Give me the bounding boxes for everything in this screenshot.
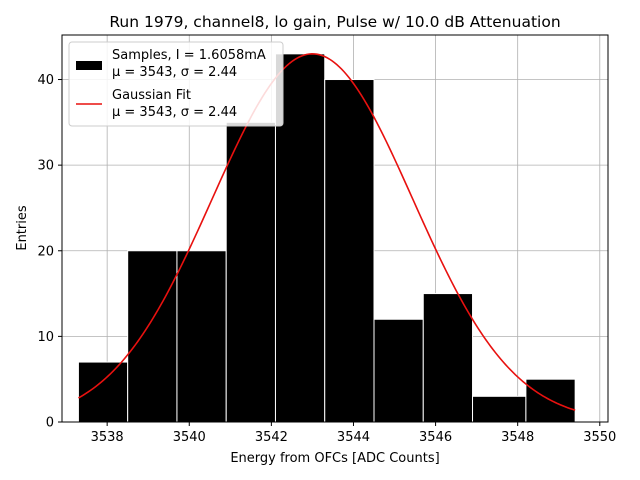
legend: Samples, I = 1.6058mA μ = 3543, σ = 2.44…	[68, 41, 284, 127]
histogram-bar	[225, 121, 276, 423]
gaussian-fit-curve	[78, 53, 576, 411]
legend-samples-stats: μ = 3543, σ = 2.44	[112, 65, 237, 80]
histogram-bar	[422, 293, 474, 423]
y-axis-label: Entries	[15, 205, 30, 251]
x-axis-label: Energy from OFCs [ADC Counts]	[230, 451, 439, 466]
histogram-bar	[324, 79, 375, 423]
legend-box	[68, 41, 284, 127]
x-tick-label: 3550	[583, 430, 616, 445]
histogram-bar	[373, 318, 424, 423]
histogram-bar	[127, 250, 178, 423]
x-tick-label: 3540	[173, 430, 206, 445]
y-tick-label: 10	[37, 330, 54, 345]
legend-swatch-samples	[76, 61, 102, 70]
y-axis-ticks: 0 10 20 30 40	[37, 73, 62, 431]
legend-fit-label: Gaussian Fit	[112, 88, 191, 103]
y-tick-label: 30	[37, 159, 54, 174]
x-axis-ticks: 3538 3540 3542 3544 3546 3548 3550	[91, 422, 616, 445]
x-tick-label: 3546	[419, 430, 452, 445]
y-tick-label: 0	[46, 416, 54, 431]
legend-fit-stats: μ = 3543, σ = 2.44	[112, 105, 237, 120]
x-tick-label: 3542	[255, 430, 288, 445]
chart-title: Run 1979, channel8, lo gain, Pulse w/ 10…	[109, 13, 560, 31]
y-tick-label: 20	[37, 244, 54, 259]
x-tick-label: 3544	[337, 430, 370, 445]
legend-samples-label: Samples, I = 1.6058mA	[112, 48, 266, 63]
x-tick-label: 3538	[91, 430, 124, 445]
plot-frame	[61, 34, 609, 423]
histogram-bar	[472, 395, 527, 423]
histogram-bar	[77, 361, 129, 423]
y-tick-label: 40	[37, 73, 54, 88]
histogram-bar	[176, 250, 227, 423]
x-tick-label: 3548	[501, 430, 534, 445]
